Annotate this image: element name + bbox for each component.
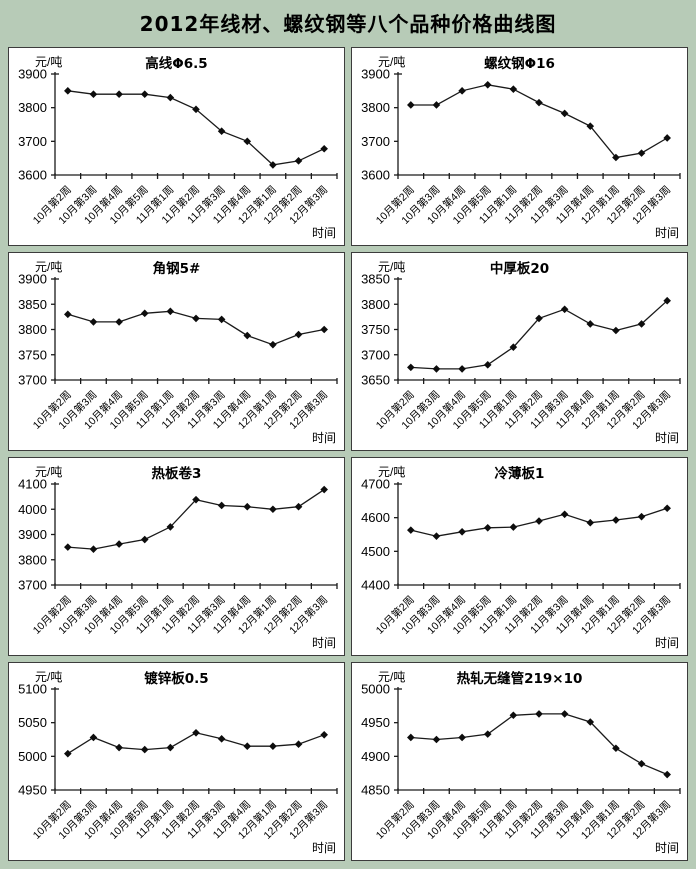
svg-text:4100: 4100 [18, 477, 47, 492]
svg-text:3700: 3700 [18, 578, 47, 593]
line-chart: 3700375038003850390010月第2周10月第3周10月第4周10… [18, 272, 338, 432]
svg-text:3900: 3900 [361, 67, 390, 82]
svg-text:3750: 3750 [361, 322, 390, 337]
charts-grid: 元/吨 高线Φ6.5 3600 3700 3800 3900 10月第2周 10月第3周 1… [8, 47, 688, 861]
line-chart: 440045004600470010月第2周10月第3周10月第4周10月第5周… [361, 477, 681, 637]
y-unit-label: 元/吨 [35, 55, 63, 69]
svg-text:4950: 4950 [18, 783, 47, 798]
chart-title: 中厚板20 [489, 261, 550, 277]
x-axis-label: 时间 [654, 636, 679, 650]
x-axis-label: 时间 [654, 841, 679, 855]
svg-text:5050: 5050 [18, 715, 47, 730]
svg-text:4500: 4500 [361, 544, 390, 559]
svg-text:4600: 4600 [361, 510, 390, 525]
line-chart: 360037003800390010月第2周10月第3周10月第4周10月第5周… [361, 67, 681, 227]
svg-text:4850: 4850 [361, 783, 390, 798]
svg-text:3700: 3700 [18, 134, 47, 149]
svg-text:5000: 5000 [361, 682, 390, 697]
svg-text:3600: 3600 [361, 168, 390, 183]
svg-text:3850: 3850 [361, 272, 390, 287]
y-unit-label: 元/吨 [378, 260, 406, 274]
svg-text:3800: 3800 [18, 552, 47, 567]
chart-title: 镀锌板0.5 [144, 671, 209, 687]
line-chart: 360037003800390010月第2周10月第3周10月第4周10月第5周… [18, 67, 338, 227]
svg-text:3700: 3700 [361, 134, 390, 149]
svg-text:4000: 4000 [18, 502, 47, 517]
svg-text:5100: 5100 [18, 682, 47, 697]
svg-text:3900: 3900 [18, 67, 47, 82]
svg-text:4950: 4950 [361, 715, 390, 730]
y-unit-label: 元/吨 [35, 465, 63, 479]
svg-text:3800: 3800 [361, 297, 390, 312]
chart-panel-zhonghouban: 元/吨 中厚板20 3650 3700 3750 3800 3850 10月第2周 10月第… [351, 252, 688, 451]
chart-panel-duxinban: 元/吨 镀锌板0.5 4950 5000 5050 5100 10月第2周 10月第3周 1… [8, 662, 345, 861]
chart-title: 热轧无缝管219×10 [456, 671, 583, 687]
chart-title: 高线Φ6.5 [145, 56, 208, 72]
svg-text:3800: 3800 [18, 100, 47, 115]
svg-text:3800: 3800 [18, 322, 47, 337]
svg-text:4900: 4900 [361, 749, 390, 764]
x-axis-label: 时间 [311, 841, 336, 855]
chart-panel-jiaogang: 元/吨 角钢5# 3700 3750 3800 3850 3900 10月第2周 10月第3… [8, 252, 345, 451]
y-unit-label: 元/吨 [378, 670, 406, 684]
chart-panel-rebanjuan: 元/吨 热板卷3 3700 3800 3900 4000 4100 10月第2周 10月第3… [8, 457, 345, 656]
page-title: 2012年线材、螺纹钢等八个品种价格曲线图 [139, 12, 557, 36]
chart-title: 热板卷3 [151, 466, 202, 482]
line-chart: 495050005050510010月第2周10月第3周10月第4周10月第5周… [18, 682, 338, 842]
svg-text:3700: 3700 [361, 347, 390, 362]
chart-title: 冷薄板1 [494, 466, 545, 482]
chart-panel-gaoxian: 元/吨 高线Φ6.5 3600 3700 3800 3900 10月第2周 10月第3周 1… [8, 47, 345, 246]
svg-text:3600: 3600 [18, 168, 47, 183]
chart-title: 角钢5# [152, 261, 201, 277]
svg-text:3850: 3850 [18, 297, 47, 312]
svg-text:3650: 3650 [361, 373, 390, 388]
line-chart: 3650370037503800385010月第2周10月第3周10月第4周10… [361, 272, 681, 432]
svg-text:4700: 4700 [361, 477, 390, 492]
chart-panel-wufengguan: 元/吨 热轧无缝管219×10 4850 4900 4950 5000 10月第2周 10… [351, 662, 688, 861]
svg-text:3800: 3800 [361, 100, 390, 115]
chart-panel-lengbaoban: 元/吨 冷薄板1 4400 4500 4600 4700 10月第2周 10月第3周 10月… [351, 457, 688, 656]
line-chart: 3700380039004000410010月第2周10月第3周10月第4周10… [18, 477, 338, 637]
svg-text:3900: 3900 [18, 272, 47, 287]
line-chart: 485049004950500010月第2周10月第3周10月第4周10月第5周… [361, 682, 681, 842]
x-axis-label: 时间 [654, 431, 679, 445]
x-axis-label: 时间 [311, 431, 336, 445]
svg-text:3900: 3900 [18, 527, 47, 542]
y-unit-label: 元/吨 [378, 465, 406, 479]
x-axis-label: 时间 [654, 226, 679, 240]
svg-text:4400: 4400 [361, 578, 390, 593]
svg-text:3700: 3700 [18, 373, 47, 388]
y-unit-label: 元/吨 [35, 260, 63, 274]
chart-title: 螺纹钢Φ16 [484, 56, 555, 72]
x-axis-label: 时间 [311, 636, 336, 650]
svg-text:5000: 5000 [18, 749, 47, 764]
y-unit-label: 元/吨 [35, 670, 63, 684]
x-axis-label: 时间 [311, 226, 336, 240]
chart-panel-luowengang: 元/吨 螺纹钢Φ16 3600 3700 3800 3900 10月第2周 10月第3周 1… [351, 47, 688, 246]
y-unit-label: 元/吨 [378, 55, 406, 69]
svg-text:3750: 3750 [18, 347, 47, 362]
